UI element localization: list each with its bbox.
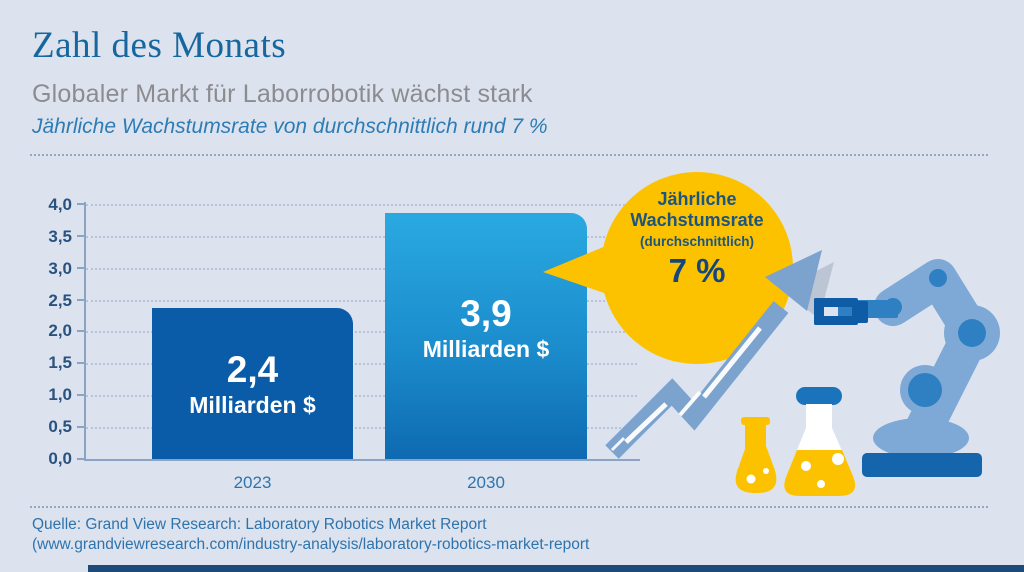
ytick-label: 3,5 — [48, 227, 72, 246]
bar-2030: 3,9 Milliarden $ — [385, 213, 587, 459]
gridline-3-5 — [86, 236, 637, 238]
page-subtitle: Globaler Markt für Laborrobotik wächst s… — [32, 80, 533, 108]
callout-line3: (durchschnittlich) — [640, 234, 754, 249]
gridline-4-0 — [86, 204, 637, 206]
ytick-mark — [77, 362, 84, 364]
ytick-mark — [77, 330, 84, 332]
callout-line2: Wachstumsrate — [630, 210, 764, 230]
ytick-mark — [77, 267, 84, 269]
gridline-1-0 — [86, 395, 637, 397]
ytick-label: 4,0 — [48, 195, 72, 214]
bar-2023-value: 2,4 — [226, 348, 279, 390]
ytick-label: 2,5 — [48, 291, 72, 310]
ytick-label: 1,0 — [48, 385, 72, 404]
robot-arm-illustration — [814, 259, 1000, 477]
category-label-2030: 2030 — [467, 473, 505, 492]
source-note: Quelle: Grand View Research: Laboratory … — [32, 515, 589, 555]
gridline-0-5 — [86, 427, 637, 429]
large-flask-icon — [784, 387, 856, 496]
bottom-accent-bar — [88, 565, 1024, 572]
page-title: Zahl des Monats — [32, 25, 287, 66]
bar-2023: 2,4 Milliarden $ — [152, 308, 353, 459]
ytick-mark — [77, 299, 84, 301]
bar-2023-unit: Milliarden $ — [189, 391, 316, 418]
gridline-3-0 — [86, 268, 637, 270]
ytick-mark — [77, 203, 84, 205]
gridline-2-5 — [86, 300, 637, 302]
footer-separator — [30, 506, 988, 508]
bar-2030-unit: Milliarden $ — [422, 336, 550, 362]
page-tagline: Jährliche Wachstumsrate von durchschnitt… — [32, 115, 548, 138]
ytick-label: 1,5 — [48, 353, 72, 372]
gridline-2-0 — [86, 331, 637, 333]
source-line2: (www.grandviewresearch.com/industry-anal… — [32, 536, 590, 553]
ytick-label: 3,0 — [48, 259, 72, 278]
y-axis-line — [84, 202, 86, 461]
growth-callout-bubble: Jährliche Wachstumsrate (durchschnittlic… — [601, 172, 793, 364]
callout-line1: Jährliche — [657, 189, 737, 209]
x-axis-line — [84, 459, 640, 461]
ytick-mark — [77, 458, 84, 460]
ytick-mark — [77, 394, 84, 396]
ytick-label: 0,5 — [48, 417, 72, 436]
gridline-1-5 — [86, 363, 637, 365]
source-line1: Quelle: Grand View Research: Laboratory … — [32, 516, 487, 533]
callout-value: 7 % — [668, 252, 726, 289]
ytick-label: 0,0 — [48, 449, 72, 468]
ytick-label: 2,0 — [48, 321, 72, 340]
ytick-mark — [77, 235, 84, 237]
ytick-mark — [77, 426, 84, 428]
small-flask-icon — [735, 417, 777, 493]
gripper — [814, 298, 868, 325]
header-separator — [30, 154, 988, 156]
bar-2030-value: 3,9 — [460, 293, 512, 334]
category-label-2023: 2023 — [233, 473, 272, 492]
